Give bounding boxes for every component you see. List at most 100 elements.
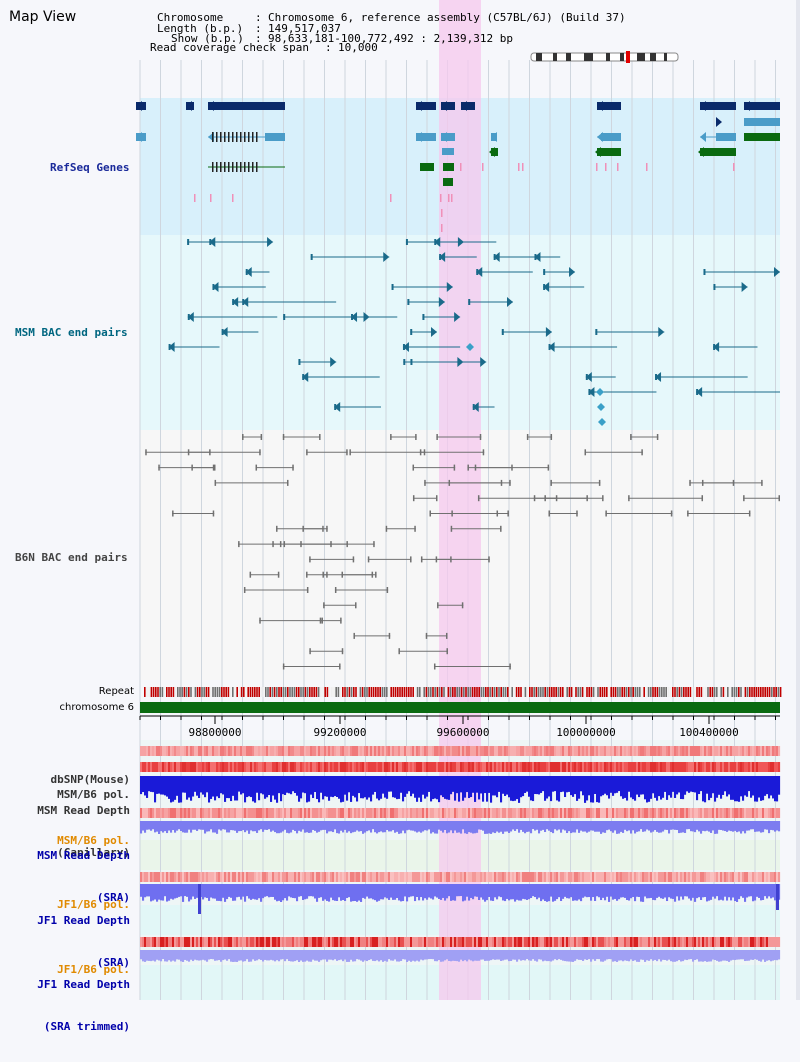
jf1-depth-sra-bar	[682, 884, 685, 900]
msm-depth-sra-bar	[272, 821, 275, 831]
msm-pol-sra-heat	[596, 808, 599, 818]
jf1-pol-heat	[142, 872, 145, 882]
repeat-segment	[705, 687, 707, 697]
repeat-segment	[548, 687, 551, 697]
jf1-pol-heat-2	[662, 937, 665, 947]
msm-pol-sra-heat	[618, 808, 621, 818]
msm-depth-capillary-bar	[626, 776, 629, 801]
jf1-pol-heat-2	[194, 937, 197, 947]
axis-tick-label: 100000000	[556, 726, 616, 739]
msm-depth-sra-bar	[152, 821, 155, 830]
jf1-pol-heat	[258, 872, 261, 882]
msm-depth-capillary-bar	[576, 776, 579, 801]
msm-pol-heat	[328, 762, 331, 772]
jf1-pol-heat-2	[208, 937, 211, 947]
msm-pol-sra-heat	[656, 808, 659, 818]
jf1-depth-sra-bar	[732, 884, 735, 898]
repeat-segment	[533, 687, 535, 697]
msm-depth-sra-bar	[190, 821, 193, 833]
msm-depth-sra-bar	[672, 821, 675, 830]
msm-pol-sra-heat	[186, 808, 189, 818]
msm-depth-capillary-bar	[478, 776, 481, 800]
jf1-pol-heat	[276, 872, 279, 882]
jf1-pol-heat	[346, 872, 349, 882]
repeat-segment	[667, 687, 670, 697]
jf1-pol-heat	[152, 872, 155, 882]
dbsnp-heat	[176, 746, 179, 756]
bac-end	[238, 541, 240, 548]
jf1-depth-trimmed-bar	[236, 950, 239, 962]
jf1-pol-heat-2	[206, 937, 209, 947]
msm-depth-capillary-bar	[140, 776, 143, 795]
repeat-segment	[577, 687, 579, 697]
dbsnp-heat	[712, 746, 715, 756]
jf1-depth-trimmed-bar	[362, 950, 365, 962]
msm-depth-sra-bar	[706, 821, 709, 831]
msm-pol-sra-heat	[274, 808, 277, 818]
dbsnp-heat	[456, 746, 459, 756]
jf1-depth-sra-bar	[638, 884, 641, 898]
msm-depth-sra-bar	[630, 821, 633, 834]
msm-depth-capillary-bar	[510, 776, 513, 801]
jf1-pol-heat	[434, 872, 437, 882]
msm-depth-capillary-bar	[180, 776, 183, 803]
jf1-pol-heat	[548, 872, 551, 882]
jf1-depth-trimmed-bar	[496, 950, 499, 960]
jf1-depth-trimmed-bar	[532, 950, 535, 960]
msm-pol-sra-heat	[368, 808, 371, 818]
jf1-pol-heat	[590, 872, 593, 882]
repeat-segment	[157, 687, 159, 697]
jf1-pol-heat-2	[254, 937, 257, 947]
msm-pol-sra-heat	[680, 808, 683, 818]
bac-end	[306, 571, 308, 578]
jf1-pol-heat-2	[500, 937, 503, 947]
jf1-depth-trimmed-bar	[148, 950, 151, 961]
msm-pol-heat	[710, 762, 713, 772]
bac-end	[703, 269, 706, 275]
msm-pol-sra-heat	[676, 808, 679, 818]
msm-depth-capillary-bar	[214, 776, 217, 801]
jf1-pol-heat-2	[778, 937, 781, 947]
msm-depth-capillary-bar	[348, 776, 351, 793]
msm-depth-capillary-bar	[776, 776, 779, 802]
msm-pol-heat	[652, 762, 655, 772]
jf1-pol-heat	[466, 872, 469, 882]
bac-end	[526, 434, 529, 440]
label-msm-pol-1: MSM/B6 pol.	[57, 788, 130, 801]
msm-pol-sra-heat	[152, 808, 155, 818]
msm-depth-sra-bar	[158, 821, 161, 834]
msm-pol-heat	[142, 762, 145, 772]
jf1-depth-sra-bar	[380, 884, 383, 900]
jf1-pol-heat	[694, 872, 697, 882]
dbsnp-heat	[256, 746, 259, 756]
jf1-depth-sra-bar	[272, 884, 275, 897]
track-label-refseq-genes[interactable]: RefSeq Genes	[50, 161, 130, 174]
msm-pol-heat	[384, 762, 387, 772]
msm-pol-heat	[226, 762, 229, 772]
ideogram-band	[620, 53, 624, 61]
msm-depth-capillary-bar	[290, 776, 293, 795]
track-label-msm-bac[interactable]: MSM BAC end pairs	[15, 326, 128, 339]
bac-end	[367, 556, 370, 563]
msm-depth-sra-bar	[492, 821, 495, 833]
strand-arrow	[597, 132, 603, 142]
dbsnp-heat	[148, 746, 151, 756]
bac-end	[435, 556, 438, 563]
msm-pol-sra-heat	[628, 808, 631, 818]
dbsnp-heat	[396, 746, 399, 756]
repeat-segment	[188, 687, 190, 697]
genome-browser-canvas[interactable]: 98800000 99200000 99600000 100000000 1004000…	[0, 0, 796, 1000]
jf1-pol-heat-2	[404, 937, 407, 947]
jf1-depth-trimmed-bar	[188, 950, 191, 962]
repeat-segment	[377, 687, 379, 697]
msm-pol-heat	[740, 762, 743, 772]
jf1-depth-sra-bar	[170, 884, 173, 899]
msm-pol-heat	[164, 762, 167, 772]
repeat-segment	[370, 687, 373, 697]
msm-depth-sra-bar	[574, 821, 577, 833]
jf1-pol-heat	[474, 872, 477, 882]
dbsnp-heat	[342, 746, 345, 756]
track-label-b6n-bac[interactable]: B6N BAC end pairs	[15, 551, 128, 564]
dbsnp-heat	[558, 746, 561, 756]
jf1-pol-heat-2	[326, 937, 329, 947]
